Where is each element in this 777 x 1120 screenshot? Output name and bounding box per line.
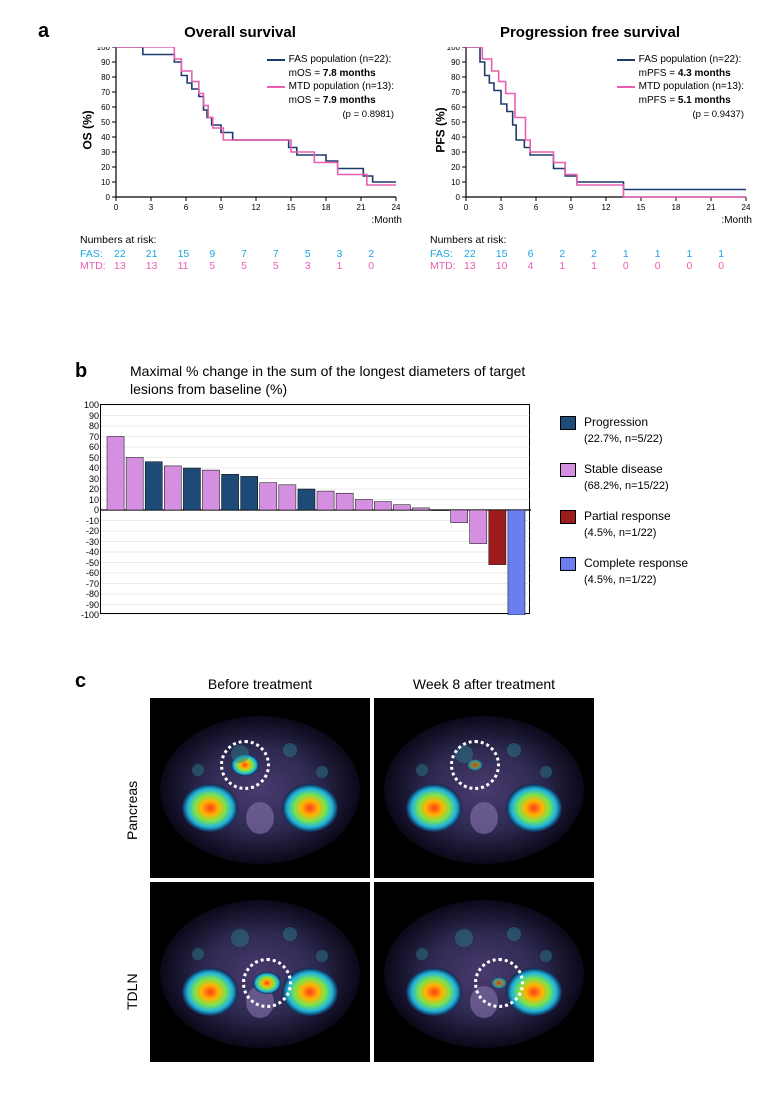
svg-text:60: 60 [451,103,460,112]
risk-table: Numbers at risk:FAS:222115977532MTD:1313… [80,234,400,272]
waterfall-chart: -100-90-80-70-60-50-40-30-20-10010203040… [100,404,530,614]
waterfall-legend: Progression(22.7%, n=5/22) Stable disease… [560,414,688,602]
pet-ct-scan [150,882,370,1062]
svg-text:70: 70 [101,88,110,97]
risk-table: Numbers at risk:FAS:22156221111MTD:13104… [430,234,750,272]
svg-text:80: 80 [451,73,460,82]
svg-text:21: 21 [357,203,366,212]
svg-text:100: 100 [97,47,111,52]
panel-a: a Overall survival0102030405060708090100… [20,20,757,330]
svg-text:60: 60 [101,103,110,112]
km-title: Overall survival [80,24,400,41]
svg-text:70: 70 [451,88,460,97]
panel-b-label: b [75,360,87,383]
km-plot-os: Overall survival 0 10 20 30 40 50 60 70 80 90 100 0 3… [80,24,400,272]
legend-item: Partial response(4.5%, n=1/22) [560,508,688,541]
roi-circle [242,958,292,1008]
svg-text:0: 0 [456,193,461,202]
svg-text:15: 15 [637,203,646,212]
svg-text:3: 3 [149,203,154,212]
svg-text:18: 18 [672,203,681,212]
panel-c: c Before treatment Week 8 after treatmen… [20,670,757,1100]
pet-ct-scan [150,698,370,878]
panel-b-title: Maximal % change in the sum of the longe… [130,362,560,398]
panel-c-label: c [75,670,86,693]
km-xlabel: :Month [721,215,752,226]
svg-text:18: 18 [322,203,331,212]
svg-text:50: 50 [451,118,460,127]
svg-text:24: 24 [742,203,750,212]
svg-text:100: 100 [447,47,461,52]
svg-text:15: 15 [287,203,296,212]
svg-text:12: 12 [602,203,611,212]
svg-text:6: 6 [184,203,189,212]
svg-text:30: 30 [451,148,460,157]
panel-a-label: a [38,20,49,43]
svg-text:20: 20 [451,163,460,172]
svg-text:40: 40 [101,133,110,142]
roi-circle [450,740,500,790]
svg-text:20: 20 [101,163,110,172]
svg-text:90: 90 [451,58,460,67]
km-legend: FAS population (n=22):mPFS = 4.3 monthsM… [617,53,744,122]
svg-text:10: 10 [451,178,460,187]
svg-text:6: 6 [534,203,539,212]
km-title: Progression free survival [430,24,750,41]
scan-grid [150,698,594,1062]
pet-ct-scan [374,882,594,1062]
svg-text:12: 12 [252,203,261,212]
roi-circle [220,740,270,790]
svg-text:30: 30 [101,148,110,157]
km-ylabel: OS (%) [81,110,95,149]
svg-text:80: 80 [101,73,110,82]
col-header-after: Week 8 after treatment [374,676,594,692]
col-header-before: Before treatment [150,676,370,692]
roi-circle [474,958,524,1008]
panel-b: b Maximal % change in the sum of the lon… [20,360,757,640]
svg-text:90: 90 [101,58,110,67]
km-ylabel: PFS (%) [434,107,448,152]
legend-item: Progression(22.7%, n=5/22) [560,414,688,447]
svg-text:50: 50 [101,118,110,127]
pet-ct-scan [374,698,594,878]
legend-item: Stable disease(68.2%, n=15/22) [560,461,688,494]
km-xlabel: :Month [371,215,402,226]
svg-text:21: 21 [707,203,716,212]
svg-text:9: 9 [569,203,574,212]
svg-text:24: 24 [392,203,400,212]
svg-text:9: 9 [219,203,224,212]
svg-text:0: 0 [114,203,119,212]
legend-item: Complete response(4.5%, n=1/22) [560,555,688,588]
row-label-pancreas: Pancreas [124,781,140,840]
svg-text:3: 3 [499,203,504,212]
svg-text:40: 40 [451,133,460,142]
svg-text:10: 10 [101,178,110,187]
row-label-tdln: TDLN [124,973,140,1010]
svg-text:0: 0 [464,203,469,212]
figure: a Overall survival0102030405060708090100… [20,20,757,1100]
svg-text:0: 0 [106,193,111,202]
km-legend: FAS population (n=22):mOS = 7.8 monthsMT… [267,53,394,122]
km-plot-pfs: Progression free survival010203040506070… [430,24,750,272]
